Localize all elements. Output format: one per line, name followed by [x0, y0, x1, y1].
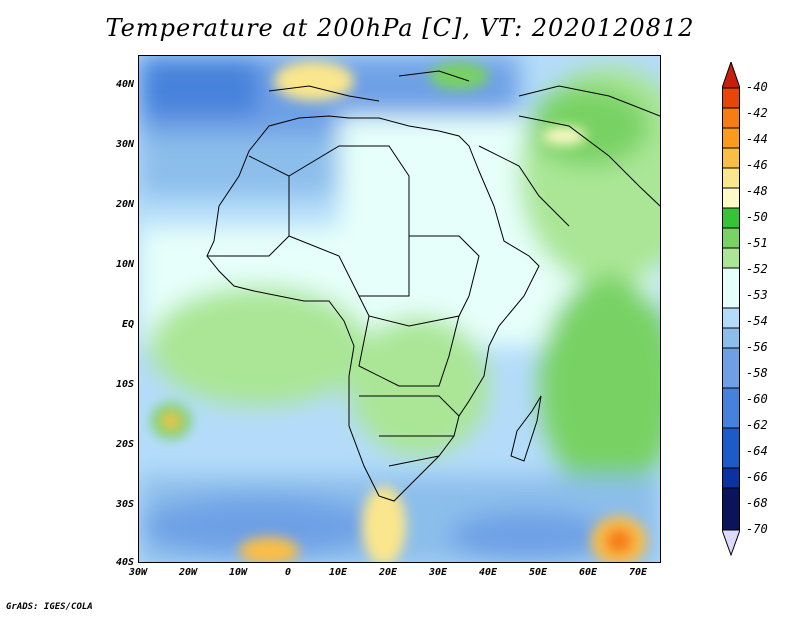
- lat-label: 30S: [115, 499, 134, 510]
- colorbar-boxes: [722, 87, 740, 531]
- colorbar-label: -62: [746, 418, 768, 432]
- lon-label: 30W: [128, 567, 148, 578]
- colorbar-label: -66: [746, 470, 768, 484]
- lat-label: 30N: [115, 139, 134, 150]
- colorbar-label: -40: [746, 80, 768, 94]
- lat-label: 10S: [115, 379, 134, 390]
- lat-label: EQ: [121, 319, 134, 330]
- colorbar-label: -52: [746, 262, 768, 276]
- colorbar-bottom-triangle: [722, 529, 740, 556]
- colorbar-label: -68: [746, 496, 768, 510]
- colorbar-label: -42: [746, 106, 768, 120]
- colorbar-label: -51: [746, 236, 768, 250]
- lon-label: 20E: [378, 567, 398, 578]
- map-title: Temperature at 200hPa [C], VT: 202012081…: [105, 14, 695, 42]
- lat-label: 40N: [115, 79, 134, 90]
- lon-label: 40E: [478, 567, 498, 578]
- lat-label: 20N: [115, 199, 134, 210]
- lat-label: 20S: [115, 439, 134, 450]
- colorbar-top-triangle: [722, 62, 740, 89]
- lon-label: 20W: [178, 567, 198, 578]
- lat-label: 40S: [115, 557, 134, 568]
- colorbar-label: -46: [746, 158, 768, 172]
- colorbar: [722, 62, 740, 556]
- map-plot-area: [138, 55, 661, 563]
- colorbar-label: -44: [746, 132, 768, 146]
- lat-label: 10N: [115, 259, 134, 270]
- lon-label: 10W: [228, 567, 248, 578]
- lon-label: 10E: [328, 567, 348, 578]
- lon-label: 0: [284, 567, 292, 578]
- colorbar-label: -64: [746, 444, 768, 458]
- colorbar-label: -48: [746, 184, 768, 198]
- colorbar-label: -70: [746, 522, 768, 536]
- colorbar-label: -50: [746, 210, 768, 224]
- colorbar-label: -54: [746, 314, 768, 328]
- colorbar-label: -58: [746, 366, 768, 380]
- lon-label: 60E: [578, 567, 598, 578]
- colorbar-label: -56: [746, 340, 768, 354]
- lon-label: 70E: [628, 567, 648, 578]
- lon-label: 30E: [428, 567, 448, 578]
- credit-text: GrADS: IGES/COLA: [6, 602, 93, 612]
- colorbar-label: -60: [746, 392, 768, 406]
- lon-label: 50E: [528, 567, 548, 578]
- temperature-field: [139, 56, 660, 562]
- colorbar-label: -53: [746, 288, 768, 302]
